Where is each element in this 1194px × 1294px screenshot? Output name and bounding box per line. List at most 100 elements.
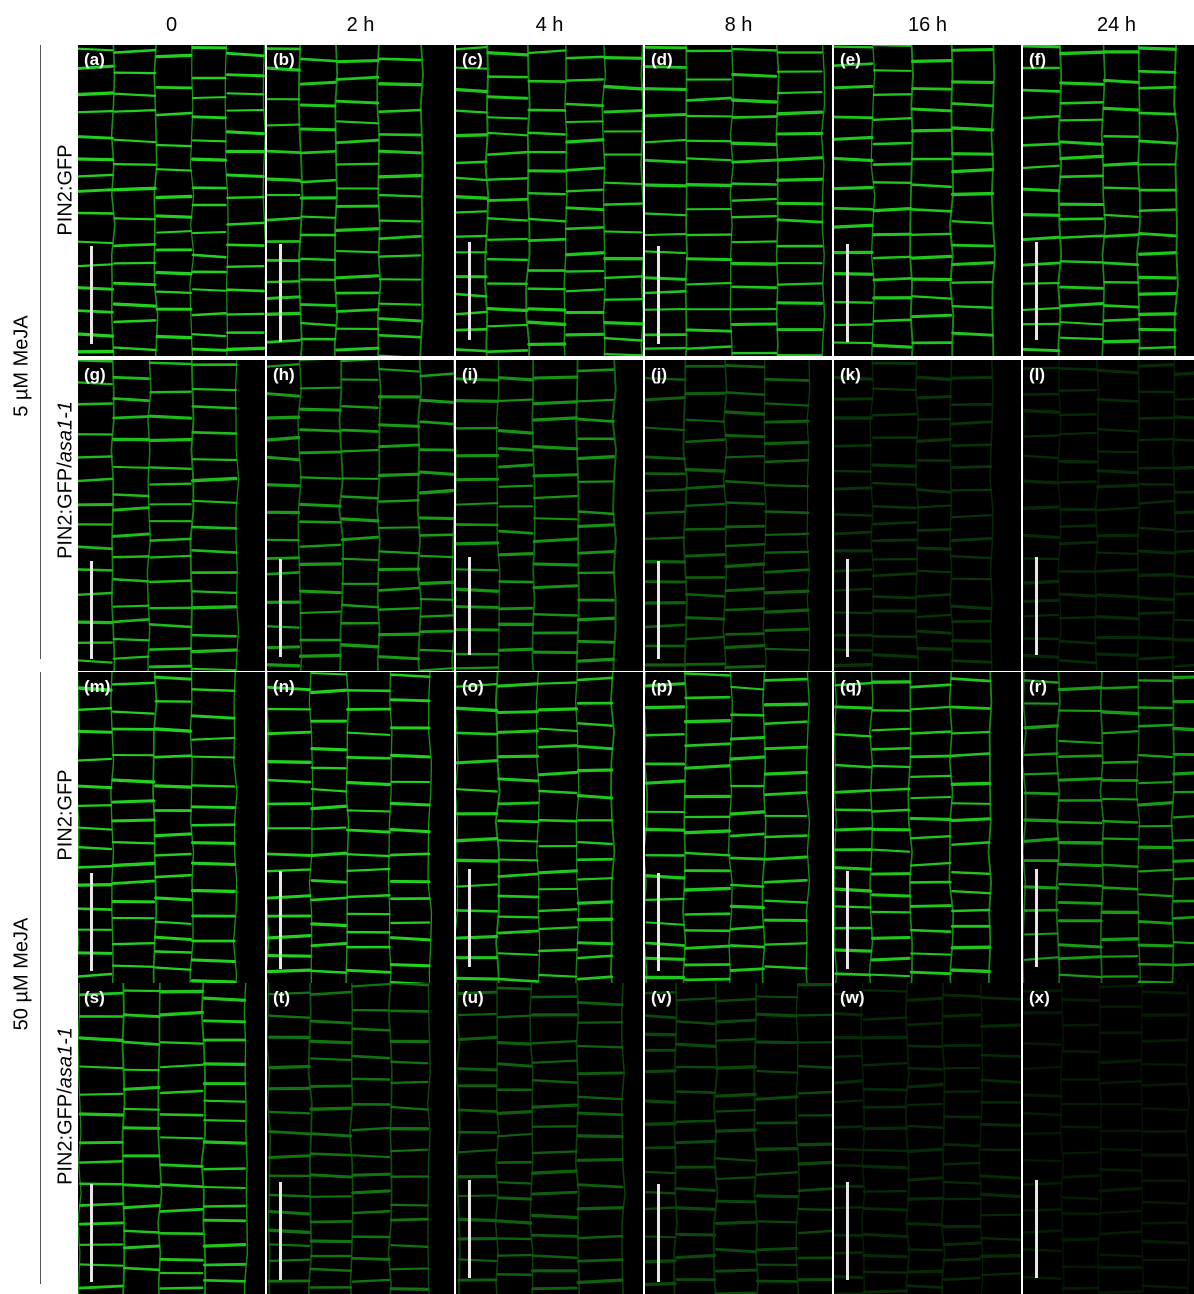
panel-letter: (u) <box>462 989 484 1007</box>
micrograph-panel: (k) <box>834 360 1021 671</box>
micrograph-panel: (x) <box>1023 983 1194 1294</box>
cell-membrane-image <box>456 360 643 671</box>
micrograph-panel: (e) <box>834 45 1021 356</box>
panel-letter: (s) <box>84 989 105 1007</box>
panel-letter: (a) <box>84 51 105 69</box>
micrograph-panel: (a) <box>78 45 265 356</box>
micrograph-panel: (u) <box>456 983 643 1294</box>
micrograph-panel: (j) <box>645 360 832 671</box>
group-bar-5um <box>40 45 41 659</box>
scale-bar <box>657 561 660 659</box>
panel-letter: (h) <box>273 366 295 384</box>
column-header-1: 2 h <box>267 10 454 40</box>
scale-bar <box>846 244 849 342</box>
cell-membrane-image <box>456 672 643 983</box>
micrograph-panel: (m) <box>78 672 265 983</box>
micrograph-panel: (p) <box>645 672 832 983</box>
cell-membrane-image <box>78 360 265 671</box>
panel-letter: (v) <box>651 989 672 1007</box>
panel-letter: (m) <box>84 678 110 696</box>
cell-membrane-image <box>78 672 265 983</box>
panel-letter: (e) <box>840 51 861 69</box>
panel-letter: (b) <box>273 51 295 69</box>
cell-membrane-image <box>834 45 1021 356</box>
micrograph-panel: (q) <box>834 672 1021 983</box>
micrograph-panel: (v) <box>645 983 832 1294</box>
cell-membrane-image <box>1023 360 1194 671</box>
micrograph-panel: (n) <box>267 672 454 983</box>
micrograph-panel: (w) <box>834 983 1021 1294</box>
cell-membrane-image <box>834 360 1021 671</box>
cell-membrane-image <box>456 983 643 1294</box>
scale-bar <box>846 1182 849 1280</box>
cell-membrane-image <box>1023 45 1194 356</box>
panel-letter: (n) <box>273 678 295 696</box>
panel-letter: (x) <box>1029 989 1050 1007</box>
panel-letter: (p) <box>651 678 673 696</box>
cell-membrane-image <box>645 360 832 671</box>
genotype-label-row4-mutant: asa1-1 <box>55 1027 77 1088</box>
genotype-label-row4-base: PIN2:GFP/ <box>55 1088 77 1185</box>
cell-membrane-image <box>267 45 454 356</box>
scale-bar <box>846 871 849 969</box>
micrograph-panel: (r) <box>1023 672 1194 983</box>
scale-bar <box>1035 242 1038 340</box>
cell-membrane-image <box>834 983 1021 1294</box>
scale-bar <box>657 246 660 344</box>
genotype-label-row2: PIN2:GFP/asa1-1 <box>55 401 78 559</box>
micrograph-panel: (g) <box>78 360 265 671</box>
genotype-label-row2-mutant: asa1-1 <box>55 401 77 462</box>
scale-bar <box>279 1182 282 1280</box>
scale-bar <box>657 1184 660 1282</box>
scale-bar <box>279 871 282 969</box>
panel-letter: (i) <box>462 366 478 384</box>
cell-membrane-image <box>645 983 832 1294</box>
scale-bar <box>90 873 93 971</box>
scale-bar <box>90 1184 93 1282</box>
scale-bar <box>90 246 93 344</box>
cell-membrane-image <box>267 360 454 671</box>
micrograph-panel: (t) <box>267 983 454 1294</box>
micrograph-panel: (b) <box>267 45 454 356</box>
scale-bar <box>468 869 471 967</box>
cell-membrane-image <box>267 983 454 1294</box>
micrograph-panel: (d) <box>645 45 832 356</box>
panel-letter: (d) <box>651 51 673 69</box>
column-header-0: 0 <box>78 10 265 40</box>
cell-membrane-image <box>1023 672 1194 983</box>
genotype-label-row4: PIN2:GFP/asa1-1 <box>55 1027 78 1185</box>
panel-letter: (w) <box>840 989 865 1007</box>
micrograph-panel: (s) <box>78 983 265 1294</box>
scale-bar <box>468 557 471 655</box>
genotype-label-row1: PIN2:GFP <box>55 144 78 235</box>
scale-bar <box>468 242 471 340</box>
scale-bar <box>846 559 849 657</box>
cell-membrane-image <box>1023 983 1194 1294</box>
column-header-5: 24 h <box>1023 10 1194 40</box>
micrograph-panel: (i) <box>456 360 643 671</box>
scale-bar <box>1035 869 1038 967</box>
condition-label-5um: 5 µM MeJA <box>11 315 34 417</box>
panel-letter: (c) <box>462 51 483 69</box>
panel-letter: (l) <box>1029 366 1045 384</box>
scale-bar <box>279 559 282 657</box>
micrograph-panel: (o) <box>456 672 643 983</box>
micrograph-panel: (l) <box>1023 360 1194 671</box>
cell-membrane-image <box>645 672 832 983</box>
scale-bar <box>468 1180 471 1278</box>
group-bar-50um <box>40 672 41 1284</box>
panel-letter: (g) <box>84 366 106 384</box>
micrograph-panel: (c) <box>456 45 643 356</box>
genotype-label-row2-base: PIN2:GFP/ <box>55 462 77 559</box>
panel-letter: (f) <box>1029 51 1046 69</box>
panel-letter: (q) <box>840 678 862 696</box>
cell-membrane-image <box>456 45 643 356</box>
panel-letter: (r) <box>1029 678 1047 696</box>
scale-bar <box>657 873 660 971</box>
column-header-2: 4 h <box>456 10 643 40</box>
cell-membrane-image <box>645 45 832 356</box>
panel-letter: (t) <box>273 989 290 1007</box>
cell-membrane-image <box>834 672 1021 983</box>
cell-membrane-image <box>267 672 454 983</box>
panel-letter: (k) <box>840 366 861 384</box>
